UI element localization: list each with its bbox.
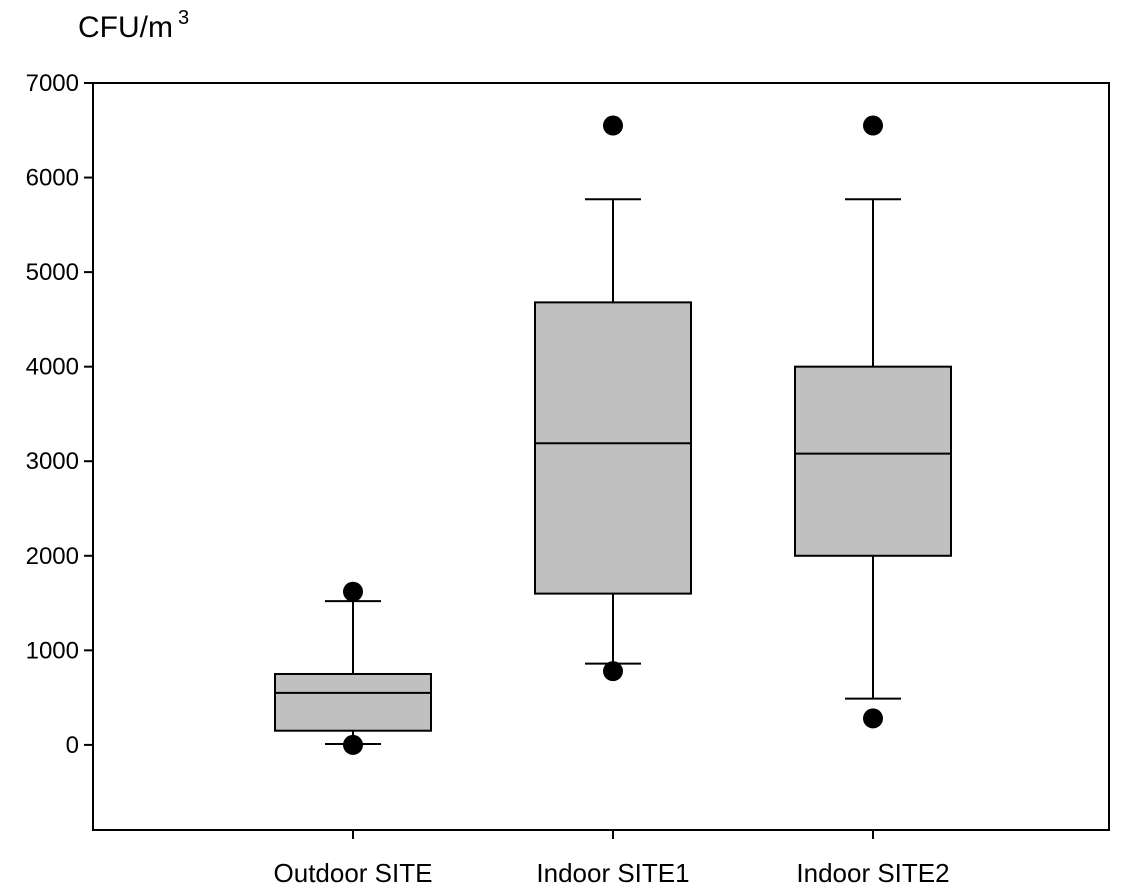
y-tick-label: 1000 bbox=[26, 637, 79, 664]
y-axis: 0 1000 2000 3000 4000 5000 6000 7000 bbox=[26, 70, 93, 759]
x-tick-label: Outdoor SITE bbox=[274, 858, 433, 888]
box-iqr bbox=[794, 365, 952, 557]
outlier-point bbox=[863, 708, 883, 729]
x-tick-label: Indoor SITE1 bbox=[536, 858, 689, 888]
outlier-point bbox=[863, 115, 883, 136]
outlier-point bbox=[343, 734, 363, 755]
y-axis-label-superscript: 3 bbox=[178, 7, 189, 29]
outlier-point bbox=[603, 661, 623, 682]
y-tick-label: 3000 bbox=[26, 448, 79, 475]
y-tick-label: 5000 bbox=[26, 259, 79, 286]
x-axis: Outdoor SITE Indoor SITE1 Indoor SITE2 bbox=[274, 830, 950, 888]
y-tick-label: 6000 bbox=[26, 165, 79, 192]
y-tick-label: 7000 bbox=[26, 70, 79, 97]
box-group bbox=[274, 581, 432, 755]
outlier-point bbox=[603, 115, 623, 136]
outlier-point bbox=[343, 581, 363, 602]
box-iqr bbox=[274, 672, 432, 732]
plot-layer bbox=[274, 115, 952, 755]
y-tick-label: 4000 bbox=[26, 354, 79, 381]
plot-frame bbox=[92, 82, 1110, 831]
y-tick-label: 2000 bbox=[26, 543, 79, 570]
box-group bbox=[534, 115, 692, 682]
y-tick-label: 0 bbox=[66, 732, 79, 759]
box-group bbox=[794, 115, 952, 729]
y-axis-label: CFU/m bbox=[78, 11, 173, 44]
x-tick-label: Indoor SITE2 bbox=[796, 858, 949, 888]
box-iqr bbox=[534, 301, 692, 595]
